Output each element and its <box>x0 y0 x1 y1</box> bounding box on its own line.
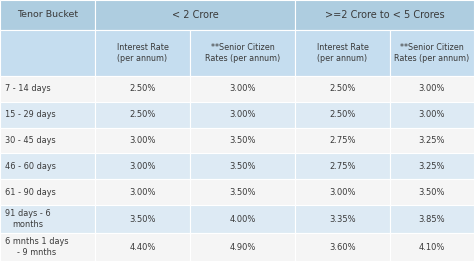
Bar <box>390 76 474 102</box>
Text: 4.90%: 4.90% <box>229 242 255 252</box>
Bar <box>95 233 190 261</box>
Bar <box>390 30 474 76</box>
Bar <box>295 153 390 179</box>
Bar <box>0 76 95 102</box>
Bar <box>295 30 390 76</box>
Bar <box>295 0 474 30</box>
Text: 91 days - 6
months: 91 days - 6 months <box>5 209 51 229</box>
Text: 3.35%: 3.35% <box>329 215 356 224</box>
Text: >=2 Crore to < 5 Crores: >=2 Crore to < 5 Crores <box>325 10 444 20</box>
Bar <box>190 233 295 261</box>
Bar <box>190 179 295 205</box>
Text: 3.50%: 3.50% <box>229 136 256 145</box>
Text: 3.50%: 3.50% <box>229 162 256 171</box>
Text: 6 mnths 1 days
- 9 mnths: 6 mnths 1 days - 9 mnths <box>5 237 69 257</box>
Bar <box>190 102 295 128</box>
Bar <box>190 153 295 179</box>
Text: 2.75%: 2.75% <box>329 162 356 171</box>
Text: 3.00%: 3.00% <box>229 84 256 93</box>
Bar <box>95 0 295 30</box>
Bar <box>95 179 190 205</box>
Text: 4.10%: 4.10% <box>419 242 445 252</box>
Text: 30 - 45 days: 30 - 45 days <box>5 136 55 145</box>
Text: **Senior Citizen
Rates (per annum): **Senior Citizen Rates (per annum) <box>205 43 280 63</box>
Text: 3.00%: 3.00% <box>419 110 445 119</box>
Bar <box>0 179 95 205</box>
Bar <box>390 102 474 128</box>
Text: 3.50%: 3.50% <box>419 188 445 197</box>
Text: 3.50%: 3.50% <box>229 188 256 197</box>
Bar <box>95 153 190 179</box>
Bar <box>295 76 390 102</box>
Text: 3.00%: 3.00% <box>329 188 356 197</box>
Text: < 2 Crore: < 2 Crore <box>172 10 219 20</box>
Bar <box>0 233 95 261</box>
Text: 4.40%: 4.40% <box>129 242 155 252</box>
Text: 3.85%: 3.85% <box>419 215 445 224</box>
Text: Interest Rate
(per annum): Interest Rate (per annum) <box>117 43 168 63</box>
Bar <box>295 102 390 128</box>
Text: 3.00%: 3.00% <box>129 188 156 197</box>
Text: **Senior Citizen
Rates (per annum): **Senior Citizen Rates (per annum) <box>394 43 470 63</box>
Text: 3.25%: 3.25% <box>419 162 445 171</box>
Bar <box>390 233 474 261</box>
Bar <box>95 128 190 153</box>
Text: 46 - 60 days: 46 - 60 days <box>5 162 56 171</box>
Text: 2.50%: 2.50% <box>129 110 155 119</box>
Text: 7 - 14 days: 7 - 14 days <box>5 84 51 93</box>
Bar <box>190 128 295 153</box>
Text: 3.00%: 3.00% <box>129 136 156 145</box>
Bar <box>0 153 95 179</box>
Text: 3.25%: 3.25% <box>419 136 445 145</box>
Bar <box>0 0 95 30</box>
Bar <box>295 179 390 205</box>
Bar <box>95 205 190 233</box>
Bar <box>0 30 95 76</box>
Text: 2.50%: 2.50% <box>329 110 356 119</box>
Bar <box>390 128 474 153</box>
Text: 61 - 90 days: 61 - 90 days <box>5 188 56 197</box>
Text: 3.00%: 3.00% <box>229 110 256 119</box>
Bar <box>95 76 190 102</box>
Text: 3.50%: 3.50% <box>129 215 156 224</box>
Text: Interest Rate
(per annum): Interest Rate (per annum) <box>317 43 368 63</box>
Text: 4.00%: 4.00% <box>229 215 255 224</box>
Text: 3.00%: 3.00% <box>129 162 156 171</box>
Bar <box>390 205 474 233</box>
Bar <box>0 128 95 153</box>
Bar <box>190 205 295 233</box>
Text: 2.75%: 2.75% <box>329 136 356 145</box>
Text: 3.00%: 3.00% <box>419 84 445 93</box>
Bar <box>0 205 95 233</box>
Text: 2.50%: 2.50% <box>329 84 356 93</box>
Text: 3.60%: 3.60% <box>329 242 356 252</box>
Bar <box>390 153 474 179</box>
Bar <box>390 179 474 205</box>
Bar <box>95 102 190 128</box>
Text: 2.50%: 2.50% <box>129 84 155 93</box>
Bar <box>95 30 190 76</box>
Bar <box>295 233 390 261</box>
Bar <box>190 30 295 76</box>
Bar <box>295 205 390 233</box>
Bar <box>295 128 390 153</box>
Text: Tenor Bucket: Tenor Bucket <box>17 10 78 19</box>
Text: 15 - 29 days: 15 - 29 days <box>5 110 55 119</box>
Bar <box>190 76 295 102</box>
Bar <box>0 102 95 128</box>
